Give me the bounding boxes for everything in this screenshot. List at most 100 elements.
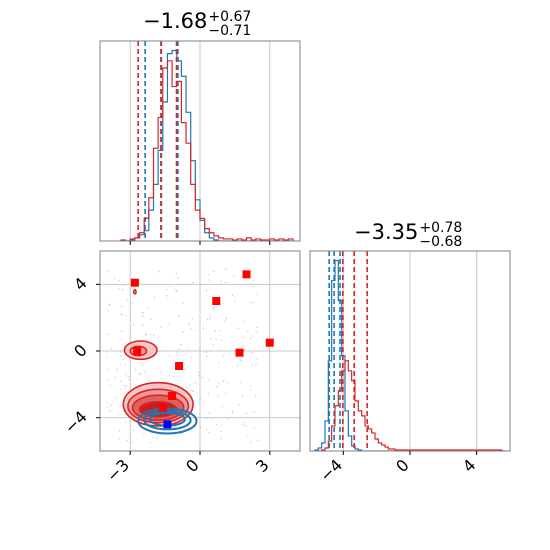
scatter-point [245, 412, 247, 415]
scatter-point [150, 318, 152, 321]
x-tick-label: 0 [182, 455, 203, 476]
scatter-point [238, 403, 240, 406]
scatter-point [120, 313, 123, 316]
scatter-point [207, 379, 210, 381]
scatter-point [220, 430, 223, 432]
scatter-point [208, 412, 211, 414]
scatter-point [250, 385, 253, 387]
scatter-point [153, 296, 156, 299]
scatter-point [120, 338, 123, 341]
scatter-point [205, 351, 207, 353]
scatter-point [141, 312, 143, 314]
scatter-point [210, 418, 213, 421]
scatter-point [252, 285, 255, 288]
y-tick-label: −4 [61, 407, 91, 437]
scatter-point [185, 386, 188, 389]
scatter-point [225, 317, 227, 319]
red-marker [212, 297, 221, 305]
scatter-point [195, 381, 198, 384]
scatter-point [191, 390, 193, 392]
scatter-point [124, 373, 127, 376]
scatter-point [223, 380, 225, 382]
scatter-point [251, 335, 254, 337]
scatter-point [252, 279, 255, 282]
scatter-point [224, 320, 226, 323]
scatter-point [108, 303, 111, 305]
hist-series-red [120, 60, 294, 241]
scatter-point [252, 302, 254, 304]
scatter-point [255, 358, 258, 360]
scatter-point [149, 441, 151, 444]
scatter-point [207, 392, 210, 395]
scatter-point [204, 418, 207, 420]
scatter-point [192, 390, 194, 393]
scatter-point [116, 368, 119, 371]
joint-panel: −3 0 3 −4 0 4 [61, 250, 301, 486]
scatter-point [243, 320, 245, 323]
scatter-point [107, 378, 109, 381]
scatter-point [182, 302, 185, 304]
scatter-point [214, 330, 217, 332]
scatter-point [255, 326, 258, 329]
scatter-point [142, 315, 145, 318]
hist-top-panel [99, 40, 301, 245]
x-tick-label: 4 [459, 455, 480, 476]
x-tick-label: 3 [252, 455, 273, 476]
scatter-point [124, 284, 126, 287]
scatter-point [124, 387, 126, 390]
scatter-point [202, 327, 205, 329]
scatter-point [119, 388, 122, 391]
scatter-point [174, 426, 176, 428]
scatter-point [107, 309, 110, 312]
scatter-point [120, 330, 123, 333]
scatter-point [220, 425, 223, 427]
scatter-point [110, 404, 112, 407]
red-marker [265, 338, 274, 347]
scatter-point [134, 368, 137, 371]
scatter-point [173, 287, 175, 290]
x-tick-label: −3 [103, 455, 133, 485]
hist-series-blue [314, 259, 505, 451]
scatter-point [206, 318, 209, 321]
scatter-point [124, 364, 127, 366]
scatter-point [106, 270, 109, 273]
scatter-point [221, 405, 223, 407]
scatter-point [125, 384, 128, 387]
scatter-point [241, 395, 244, 398]
red-marker [133, 347, 142, 355]
scatter-point [208, 279, 211, 281]
scatter-point [231, 412, 234, 414]
scatter-point [188, 384, 191, 386]
scatter-point [198, 374, 201, 377]
scatter-point [220, 339, 223, 342]
scatter-point [208, 315, 211, 318]
x-tick-label: 0 [392, 455, 413, 476]
scatter-point [175, 290, 178, 292]
scatter-point [218, 349, 221, 352]
red-marker [242, 270, 251, 279]
scatter-point [206, 355, 208, 358]
scatter-point [205, 289, 208, 292]
scatter-point [205, 428, 208, 431]
scatter-point [231, 410, 234, 413]
scatter-point [208, 431, 210, 433]
scatter-point [242, 344, 245, 347]
scatter-point [129, 318, 132, 320]
scatter-point [199, 347, 201, 349]
scatter-point [219, 295, 222, 298]
scatter-point [209, 337, 212, 340]
scatter-point [178, 314, 180, 317]
scatter-point [212, 344, 215, 346]
scatter-point [169, 285, 171, 287]
scatter-point [249, 337, 252, 340]
scatter-point [106, 356, 108, 359]
scatter-point [160, 371, 162, 373]
scatter-point [215, 385, 218, 388]
scatter-point [118, 279, 120, 282]
contour-red [132, 289, 137, 295]
scatter-point [127, 389, 129, 392]
scatter-point [159, 350, 161, 353]
red-marker [158, 403, 167, 412]
scatter-point [244, 421, 247, 423]
scatter-point [255, 330, 258, 333]
